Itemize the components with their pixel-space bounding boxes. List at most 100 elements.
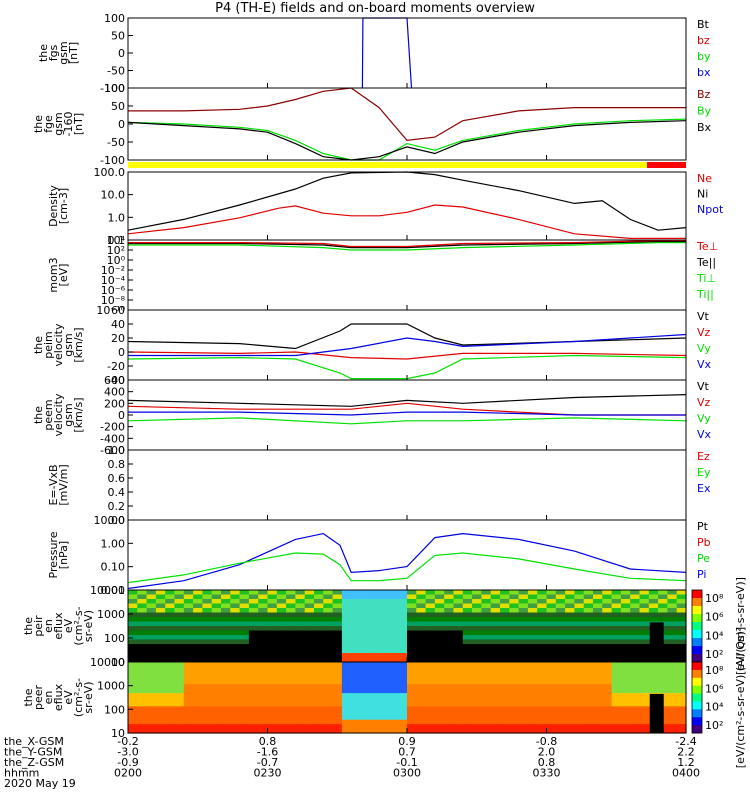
- spectrogram-cell: [258, 648, 269, 654]
- spectrogram-cell: [202, 670, 213, 676]
- spectrogram-cell: [397, 608, 408, 614]
- spectrogram-cell: [165, 603, 176, 609]
- spectrogram-cell: [388, 657, 399, 663]
- spectrogram-cell: [537, 675, 548, 681]
- spectrogram-cell: [314, 657, 324, 663]
- spectrogram-cell: [583, 697, 594, 703]
- spectrogram-cell: [295, 626, 306, 632]
- colorbar-segment: [692, 701, 702, 710]
- spectrogram-cell: [276, 639, 287, 645]
- spectrogram-cell: [490, 594, 501, 600]
- spectrogram-cell: [193, 608, 203, 614]
- spectrogram-cell: [165, 635, 176, 641]
- spectrogram-cell: [369, 635, 380, 641]
- spectrogram-cell: [537, 701, 548, 707]
- spectrogram-cell: [211, 626, 222, 632]
- spectrogram-cell: [183, 648, 194, 654]
- spectrogram-cell: [258, 670, 269, 676]
- spectrogram-cell: [258, 639, 269, 645]
- spectrogram-cell: [500, 679, 510, 685]
- spectrogram-cell: [165, 617, 176, 623]
- spectrogram-cell: [407, 715, 417, 721]
- spectrogram-cell: [379, 666, 389, 672]
- spectrogram-cell: [509, 639, 520, 645]
- spectrogram-cell: [648, 666, 659, 672]
- spectrogram-cell: [593, 612, 603, 618]
- spectrogram-cell: [444, 630, 455, 636]
- spectrogram-cell: [332, 697, 343, 703]
- spectrogram-cell: [369, 599, 380, 605]
- spectrogram-cell: [444, 635, 455, 641]
- series-line-Vx: [128, 333, 687, 357]
- spectrogram-cell: [202, 590, 213, 596]
- spectrogram-cell: [416, 662, 427, 667]
- spectrogram-cell: [453, 603, 464, 609]
- spectrogram-cell: [388, 635, 399, 641]
- spectrogram-cell: [183, 679, 194, 685]
- spectrogram-cell: [379, 693, 389, 699]
- spectrogram-cell: [379, 621, 389, 627]
- spectrogram-cell: [416, 724, 427, 730]
- spectrogram-cell: [323, 639, 334, 645]
- spectrogram-cell: [304, 701, 315, 707]
- spectrogram-cell: [286, 626, 296, 632]
- spectrogram-cell: [388, 666, 399, 672]
- spectrogram-cell: [537, 612, 548, 618]
- bottom-row-label: the_X-GSM: [4, 735, 64, 748]
- spectrogram-cell: [286, 710, 296, 716]
- spectrogram-cell: [230, 701, 241, 707]
- spectrogram-cell: [341, 724, 352, 730]
- spectrogram-cell: [221, 644, 231, 650]
- spectrogram-cell: [379, 648, 389, 654]
- spectrogram-cell: [146, 710, 157, 716]
- spectrogram-cell: [314, 612, 324, 618]
- spectrogram-cell: [155, 662, 166, 667]
- spectrogram-cell: [667, 697, 678, 703]
- spectrogram-cell: [230, 630, 241, 636]
- spectrogram-cell: [481, 670, 492, 676]
- spectrogram-cell: [602, 630, 613, 636]
- spectrogram-cell: [128, 612, 138, 618]
- spectrogram-cell: [574, 590, 585, 596]
- spectrogram-cell: [444, 594, 455, 600]
- spectrogram-cell: [593, 599, 603, 605]
- spectrogram-cell: [128, 608, 138, 614]
- spectrogram-cell: [602, 648, 613, 654]
- spectrogram-cell: [137, 666, 148, 672]
- spectrogram-cell: [639, 697, 650, 703]
- spectrogram-cell: [248, 599, 259, 605]
- spectrogram-cell: [583, 617, 594, 623]
- spectrogram-cell: [500, 626, 510, 632]
- spectrogram-cell: [193, 701, 203, 707]
- spectrogram-cell: [276, 644, 287, 650]
- spectrogram-cell: [611, 626, 622, 632]
- spectrogram-cell: [276, 724, 287, 730]
- spectrogram-cell: [555, 688, 566, 694]
- spectrogram-cell: [202, 594, 213, 600]
- spectrogram-cell: [258, 630, 269, 636]
- spectrogram-cell: [128, 621, 138, 627]
- spectrogram-cell: [425, 608, 436, 614]
- legend-entry: Ti||: [696, 288, 714, 301]
- spectrogram-cell: [258, 701, 269, 707]
- spectrogram-cell: [648, 590, 659, 596]
- spectrogram-cell: [462, 639, 473, 645]
- spectrogram-cell: [351, 630, 362, 636]
- spectrogram-cell: [341, 706, 352, 712]
- legend-entry: Npot: [697, 203, 724, 216]
- series-line-Vy: [127, 417, 687, 425]
- spectrogram-cell: [527, 594, 538, 600]
- spectrogram-cell: [620, 688, 631, 694]
- spectrogram-cell: [379, 710, 389, 716]
- y-axis-label: velocity: [52, 323, 65, 366]
- spectrogram-cell: [583, 715, 594, 721]
- spectrogram-cell: [341, 701, 352, 707]
- spectrogram-cell: [267, 701, 278, 707]
- spectrogram-cell: [397, 715, 408, 721]
- spectrogram-cell: [267, 728, 278, 734]
- spectrogram-cell: [639, 684, 650, 690]
- spectrogram-cell: [314, 608, 324, 614]
- spectrogram-cell: [323, 590, 334, 596]
- spectrogram-cell: [314, 666, 324, 672]
- spectrogram-cell: [611, 688, 622, 694]
